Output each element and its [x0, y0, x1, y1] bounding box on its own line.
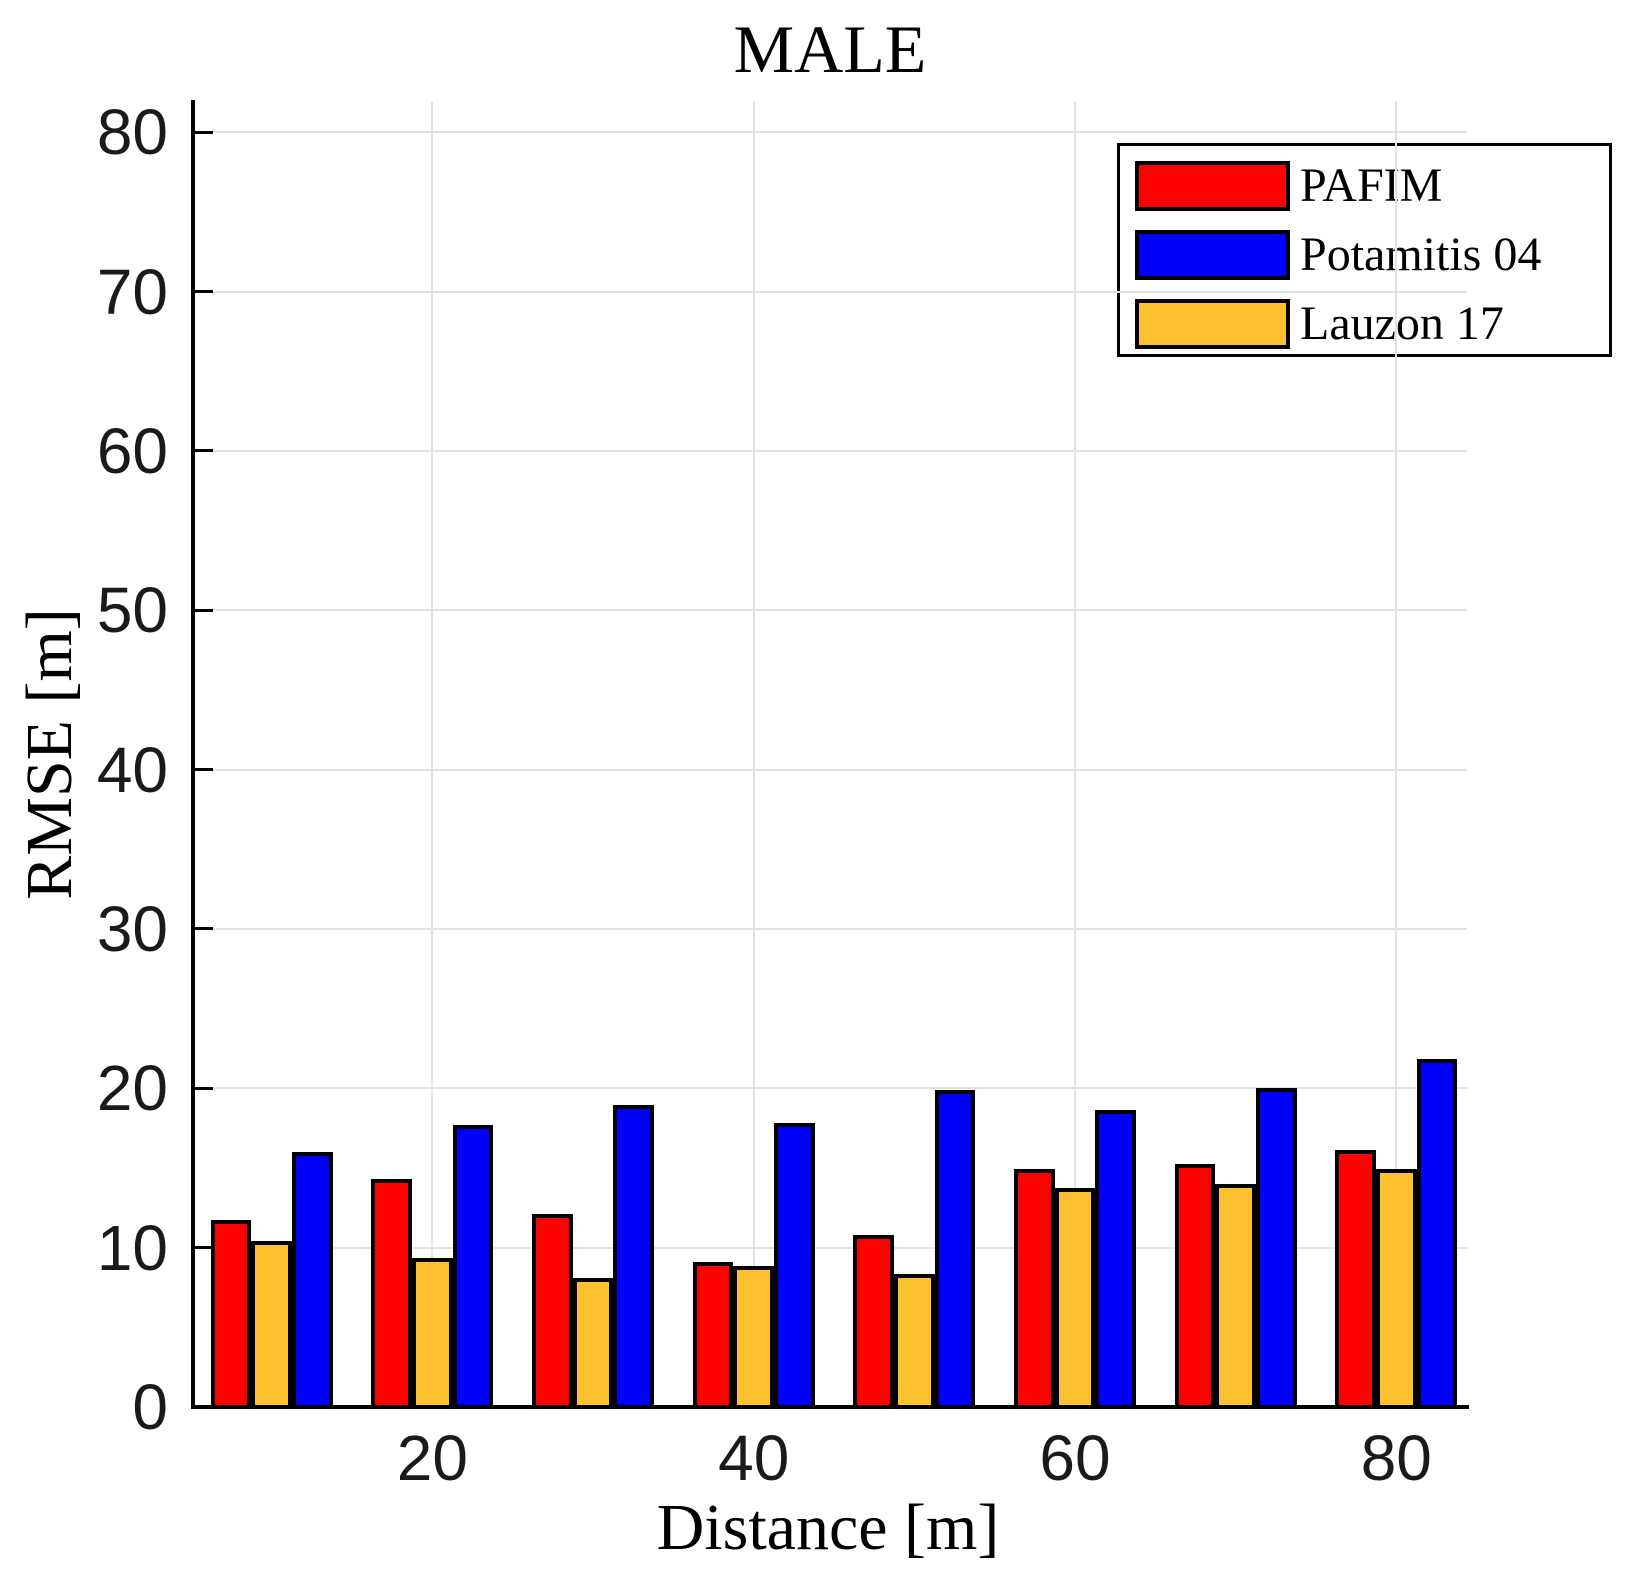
bar-lauzon-17-60: [1054, 1188, 1096, 1409]
x-tick-label-20: 20: [396, 1422, 468, 1494]
y-tick-label-50: 50: [96, 574, 168, 647]
legend-swatch-potamitis-04: [1135, 229, 1290, 280]
gridline-y-50: [193, 609, 1467, 612]
y-tickmark-80: [193, 130, 213, 134]
gridline-x-40: [752, 102, 755, 1407]
bar-pafim-70: [1174, 1164, 1216, 1409]
y-tickmark-40: [193, 768, 213, 772]
bar-pafim-20: [371, 1178, 412, 1409]
y-tickmark-70: [193, 290, 213, 294]
legend-row-potamitis-04: Potamitis 04: [1120, 220, 1609, 289]
bar-lauzon-17-70: [1215, 1183, 1256, 1409]
legend-label-potamitis-04: Potamitis 04: [1300, 227, 1542, 281]
gridline-y-20: [193, 1087, 1467, 1090]
bar-potamitis-04-80: [1416, 1059, 1458, 1409]
gridline-y-30: [193, 927, 1467, 930]
x-axis: [191, 1405, 1469, 1409]
gridline-y-70: [193, 290, 1467, 293]
x-tick-label-60: 60: [1039, 1422, 1111, 1494]
y-axis: [191, 100, 195, 1409]
y-tick-label-20: 20: [96, 1052, 168, 1125]
y-tickmark-30: [193, 927, 213, 931]
y-tickmark-60: [193, 449, 213, 453]
bar-lauzon-17-10: [251, 1240, 293, 1409]
y-tick-label-30: 30: [96, 892, 168, 965]
bar-lauzon-17-30: [572, 1277, 614, 1409]
gridline-x-20: [431, 102, 434, 1407]
y-tickmark-20: [193, 1086, 213, 1090]
legend-swatch-lauzon-17: [1135, 298, 1290, 349]
gridline-y-10: [193, 1246, 1467, 1249]
legend: PAFIM Potamitis 04 Lauzon 17: [1117, 143, 1612, 357]
gridline-y-80: [193, 131, 1467, 134]
bar-potamitis-04-50: [934, 1089, 976, 1409]
bar-potamitis-04-30: [613, 1105, 655, 1409]
bar-potamitis-04-70: [1256, 1087, 1297, 1409]
bar-lauzon-17-50: [893, 1274, 935, 1409]
legend-swatch-pafim: [1135, 160, 1290, 211]
y-tick-label-40: 40: [96, 733, 168, 806]
bar-pafim-80: [1335, 1150, 1376, 1409]
bar-lauzon-17-20: [412, 1258, 453, 1409]
chart-title: MALE: [733, 11, 927, 87]
y-tick-label-80: 80: [96, 96, 168, 169]
bar-lauzon-17-40: [733, 1266, 775, 1409]
gridline-x-80: [1395, 102, 1398, 1407]
legend-row-lauzon-17: Lauzon 17: [1120, 289, 1609, 358]
y-tickmark-50: [193, 608, 213, 612]
x-tick-label-80: 80: [1360, 1422, 1432, 1494]
x-axis-label: Distance [m]: [656, 1491, 1000, 1564]
bar-potamitis-04-10: [292, 1151, 333, 1409]
bar-pafim-50: [853, 1234, 894, 1409]
bar-potamitis-04-20: [452, 1124, 494, 1409]
legend-row-pafim: PAFIM: [1120, 151, 1609, 220]
bar-pafim-40: [692, 1261, 734, 1409]
bar-potamitis-04-60: [1095, 1110, 1137, 1409]
y-tick-label-0: 0: [132, 1371, 168, 1443]
bar-pafim-60: [1013, 1169, 1055, 1409]
gridline-y-60: [193, 449, 1467, 452]
y-tick-label-60: 60: [96, 414, 168, 487]
y-tickmark-10: [193, 1246, 213, 1250]
legend-label-lauzon-17: Lauzon 17: [1300, 296, 1504, 350]
gridline-y-40: [193, 768, 1467, 771]
bar-lauzon-17-80: [1375, 1169, 1417, 1409]
gridline-x-60: [1074, 102, 1076, 1407]
bar-pafim-30: [531, 1213, 573, 1409]
legend-label-pafim: PAFIM: [1300, 158, 1443, 212]
y-tick-label-70: 70: [96, 255, 168, 328]
y-tick-label-10: 10: [96, 1211, 168, 1284]
x-tick-label-40: 40: [718, 1422, 790, 1494]
bar-potamitis-04-40: [774, 1122, 815, 1409]
bar-pafim-10: [210, 1220, 252, 1409]
